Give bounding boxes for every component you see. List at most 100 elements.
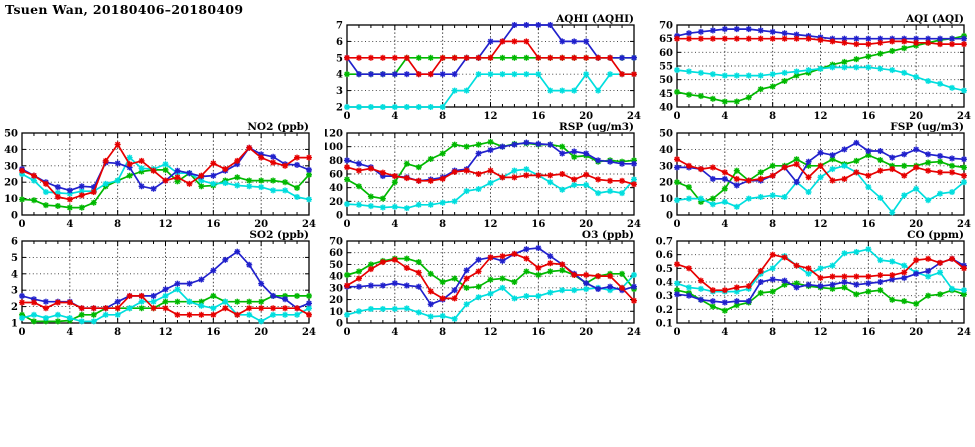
marker-cyan [475, 71, 482, 78]
marker-blue [294, 161, 301, 168]
marker-green [439, 279, 446, 285]
marker-blue [451, 71, 458, 78]
marker-cyan [222, 298, 229, 305]
marker-red [403, 54, 410, 61]
svg-text:AQI (AQI): AQI (AQI) [905, 13, 964, 25]
marker-red [294, 154, 301, 161]
marker-green [547, 268, 554, 275]
marker-green [925, 159, 932, 166]
marker-cyan [877, 65, 884, 72]
marker-cyan [379, 104, 386, 110]
marker-cyan [559, 87, 566, 94]
marker-red [697, 35, 704, 42]
marker-green [877, 50, 884, 57]
marker-cyan [925, 197, 932, 204]
marker-cyan [78, 318, 85, 325]
marker-red [685, 265, 692, 272]
marker-cyan [619, 190, 626, 197]
marker-cyan [162, 161, 169, 168]
svg-text:8: 8 [769, 111, 776, 122]
marker-cyan [865, 64, 872, 71]
marker-cyan [817, 174, 824, 181]
marker-blue [186, 170, 193, 177]
svg-text:0: 0 [674, 111, 681, 122]
marker-green [415, 164, 422, 171]
marker-green [937, 158, 944, 165]
marker-red [853, 273, 860, 280]
marker-blue [607, 283, 614, 290]
marker-blue [355, 160, 362, 167]
marker-green [403, 255, 410, 262]
marker-cyan [475, 186, 482, 193]
marker-green [270, 177, 277, 184]
marker-red [66, 299, 73, 306]
marker-blue [270, 292, 277, 299]
marker-cyan [367, 305, 374, 312]
marker-green [54, 202, 61, 209]
marker-green [511, 279, 518, 285]
svg-text:4: 4 [721, 327, 728, 338]
marker-blue [631, 283, 637, 290]
marker-blue [817, 149, 824, 156]
marker-cyan [889, 258, 896, 265]
marker-blue [523, 139, 530, 146]
marker-red [793, 262, 800, 269]
marker-cyan [126, 305, 133, 312]
marker-blue [367, 282, 374, 289]
svg-text:4: 4 [721, 111, 728, 122]
marker-cyan [559, 287, 566, 294]
svg-text:80: 80 [329, 156, 343, 167]
marker-blue [745, 298, 752, 305]
marker-cyan [793, 68, 800, 75]
marker-cyan [674, 67, 680, 74]
marker-blue [949, 35, 956, 42]
svg-text:8: 8 [769, 327, 776, 338]
marker-cyan [270, 311, 277, 318]
svg-text:4: 4 [11, 269, 18, 280]
svg-text:CO (ppm): CO (ppm) [907, 229, 964, 241]
svg-text:0.4: 0.4 [656, 278, 673, 289]
marker-red [535, 264, 542, 271]
marker-red [841, 273, 848, 280]
marker-blue [817, 283, 824, 290]
marker-cyan [889, 67, 896, 74]
marker-red [42, 180, 49, 187]
marker-green [439, 150, 446, 157]
marker-red [745, 35, 752, 42]
svg-text:20: 20 [909, 111, 923, 122]
marker-blue [391, 71, 398, 78]
marker-blue [559, 38, 566, 45]
marker-cyan [258, 318, 265, 325]
marker-red [781, 35, 788, 42]
marker-cyan [829, 64, 836, 71]
marker-cyan [306, 196, 312, 203]
marker-blue [150, 292, 157, 299]
marker-green [901, 298, 908, 305]
marker-red [607, 177, 614, 184]
svg-text:24: 24 [957, 219, 971, 230]
svg-text:40: 40 [4, 145, 18, 156]
marker-cyan [415, 201, 422, 208]
marker-green [709, 303, 716, 310]
svg-text:70: 70 [329, 237, 343, 248]
marker-green [901, 162, 908, 169]
marker-red [391, 256, 398, 263]
marker-red [150, 305, 157, 312]
marker-green [523, 268, 530, 275]
svg-text:16: 16 [206, 327, 220, 338]
marker-green [294, 292, 301, 299]
marker-blue [805, 158, 812, 165]
marker-cyan [877, 194, 884, 201]
marker-blue [306, 166, 312, 173]
marker-blue [379, 282, 386, 289]
marker-cyan [427, 201, 434, 208]
marker-cyan [511, 167, 518, 174]
marker-red [901, 172, 908, 179]
chart-aqi: 40 45 50 55 60 65 70 0 4 8 12 16 20 24 AQI (AQI) [655, 13, 975, 123]
svg-text:40: 40 [659, 103, 673, 114]
marker-cyan [102, 311, 109, 318]
marker-green [853, 56, 860, 63]
marker-green [841, 58, 848, 65]
marker-blue [583, 150, 590, 157]
svg-text:12: 12 [814, 327, 828, 338]
